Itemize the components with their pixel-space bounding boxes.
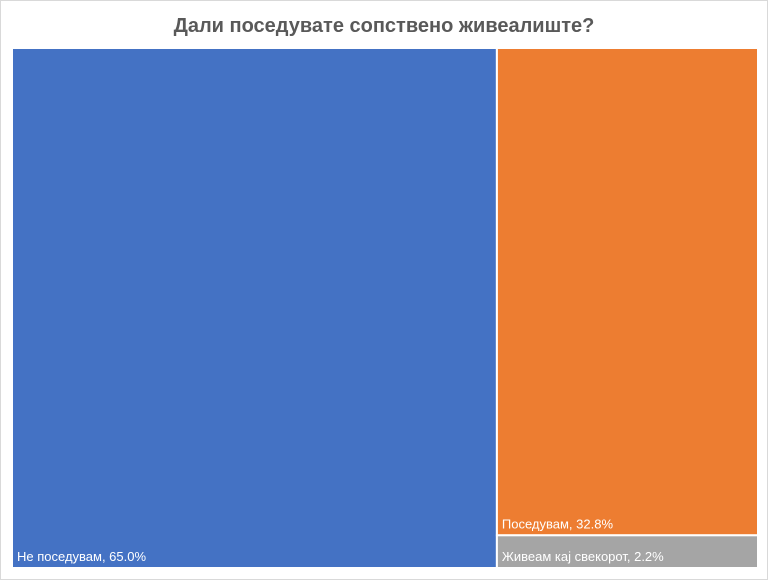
treemap-tile-0 bbox=[11, 47, 498, 569]
treemap-label-1: Поседувам, 32.8% bbox=[502, 516, 614, 531]
treemap-tile-2 bbox=[495, 534, 759, 569]
treemap-label-2: Живеам кај свекорот, 2.2% bbox=[502, 549, 664, 564]
treemap-tile-1 bbox=[495, 47, 759, 537]
treemap-label-0: Не поседувам, 65.0% bbox=[17, 549, 146, 564]
chart-title: Дали поседувате сопствено живеалиште? bbox=[173, 15, 595, 37]
